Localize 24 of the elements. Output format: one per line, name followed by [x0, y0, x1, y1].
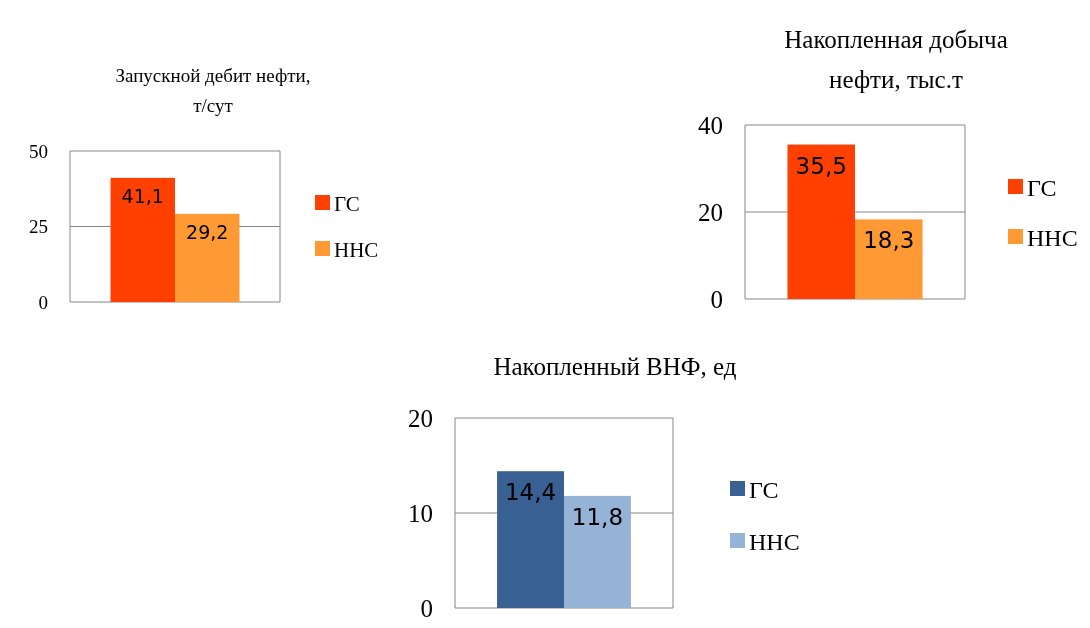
data-label: 41,1: [121, 184, 164, 207]
legend-label: ГС: [1027, 175, 1057, 201]
y-tick-label: 40: [698, 111, 723, 139]
legend-label: ГС: [749, 477, 779, 503]
legend-label: ННС: [1027, 225, 1078, 251]
y-tick-label: 0: [420, 594, 433, 622]
y-tick-label: 25: [29, 216, 48, 237]
chart-title: Запускной дебит нефти, т/сут: [115, 65, 311, 116]
y-tick-label: 0: [38, 291, 48, 313]
data-label: 29,2: [186, 220, 229, 243]
data-label: 18,3: [863, 227, 915, 254]
data-label: 14,4: [504, 479, 557, 506]
legend-label: ГС: [334, 192, 360, 216]
legend-label: ННС: [334, 238, 379, 262]
data-label: 35,5: [795, 152, 847, 179]
chart-title: Накопленная добыча нефти, тыс.т: [784, 26, 1008, 93]
y-tick-label: 0: [710, 285, 723, 313]
data-label: 11,8: [571, 503, 624, 530]
legend-label: ННС: [749, 529, 800, 555]
y-tick-label: 20: [408, 404, 433, 432]
y-tick-label: 10: [408, 499, 433, 527]
y-tick-label: 50: [29, 140, 48, 162]
y-tick-label: 20: [698, 198, 723, 226]
chart-title: Накопленный ВНФ, ед: [493, 353, 737, 380]
